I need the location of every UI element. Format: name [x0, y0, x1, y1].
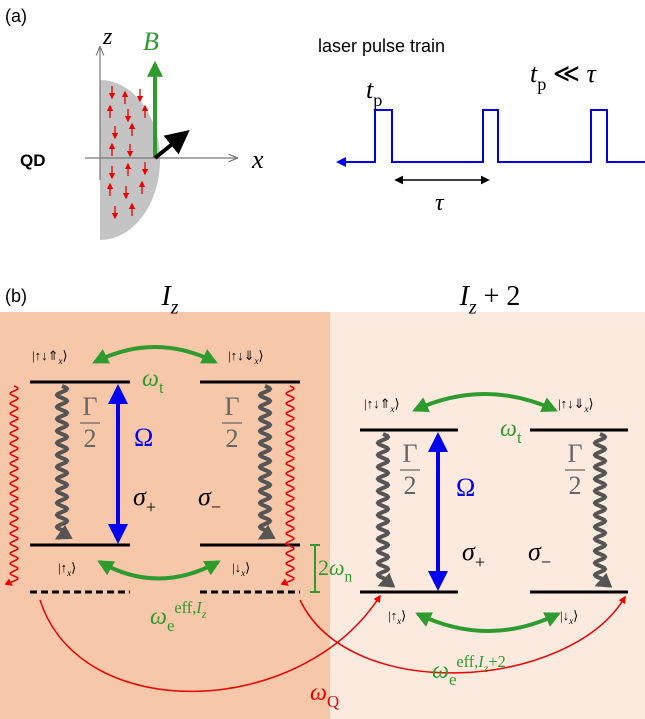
- period-label-symbol: τ: [435, 190, 445, 216]
- z-label: z: [102, 24, 113, 50]
- z-label-symbol: z: [102, 24, 113, 50]
- quantum-dot: [100, 80, 160, 240]
- tunneling-label-sub: t: [517, 428, 522, 447]
- pulse-train: [338, 110, 645, 162]
- zeeman-label-sup-sub: z: [201, 607, 207, 621]
- state-label-text: |↑: [388, 608, 397, 623]
- pulse-width-sub: p: [373, 90, 382, 110]
- state-label-text: |↓: [232, 560, 241, 575]
- quadrupolar-label-sub: Q: [327, 692, 339, 711]
- fraction-denominator: 2: [569, 471, 582, 500]
- rabi-label-text: Ω: [456, 473, 475, 502]
- zeeman-label-symbol: ω: [150, 604, 167, 630]
- b-label: B: [143, 27, 159, 56]
- tunneling-label-sub: t: [159, 378, 164, 397]
- quadrupolar-label-symbol: ω: [310, 680, 327, 706]
- state-label-close: ⟩: [589, 396, 594, 411]
- polarization-label-sub: +: [475, 552, 485, 572]
- polarization-label-sub: −: [541, 552, 551, 572]
- state-label-close: ⟩: [245, 560, 250, 575]
- b-label-symbol: B: [143, 27, 159, 56]
- level-set-title-tail: + 2: [477, 281, 521, 312]
- fraction-denominator: 2: [404, 471, 417, 500]
- panel-label: (a): [5, 6, 27, 26]
- pulse-condition-relation: ≪: [546, 59, 586, 88]
- state-label-text: |↑↓⇓: [228, 348, 255, 363]
- zeeman-label-sup: eff,: [456, 652, 478, 671]
- page: { "panel_a": { "label": "(a)", "z_axis":…: [0, 0, 645, 719]
- state-label-text: |↓: [560, 608, 569, 623]
- fraction-numerator: Γ: [82, 392, 97, 421]
- splitting-label-sub: n: [345, 569, 353, 586]
- state-label-text: |↑↓⇑: [32, 348, 59, 363]
- fraction-numerator: Γ: [567, 439, 582, 468]
- splitting-label-symbol: ω: [329, 555, 345, 580]
- state-label-close: ⟩: [573, 608, 578, 623]
- zeeman-label-symbol: ω: [432, 658, 449, 684]
- zeeman-label-sup: eff,: [174, 598, 196, 617]
- pulse-condition: tp ≪ τ: [530, 59, 598, 94]
- rabi-label-text: Ω: [134, 423, 153, 452]
- rabi-label: Ω: [134, 423, 153, 452]
- state-label-close: ⟩: [401, 608, 406, 623]
- state-label-close: ⟩: [259, 348, 264, 363]
- state-label-close: ⟩: [71, 560, 76, 575]
- tunneling-label-symbol: ω: [500, 416, 517, 442]
- fraction-denominator: 2: [84, 424, 97, 453]
- left-background: [0, 312, 330, 719]
- tunneling-label-symbol: ω: [142, 366, 159, 392]
- state-label-text: |↑↓⇑: [364, 396, 391, 411]
- state-label-text: |↑: [58, 560, 67, 575]
- polarization-label-sub: −: [211, 497, 221, 517]
- pulse-title: laser pulse train: [318, 36, 445, 56]
- pulse-width: tp: [366, 75, 382, 110]
- zeeman-label-sup-tail: +2: [488, 652, 505, 671]
- pulse-condition-rhs: τ: [587, 59, 598, 88]
- fraction-denominator: 2: [226, 424, 239, 453]
- zeeman-label-sub: e: [167, 616, 174, 635]
- splitting-label-text: 2: [318, 555, 329, 580]
- pulse-condition-sub: p: [537, 74, 546, 94]
- fraction-numerator: Γ: [224, 392, 239, 421]
- state-label-text: |↑↓⇓: [558, 396, 585, 411]
- x-label-symbol: x: [251, 145, 264, 174]
- rabi-label: Ω: [456, 473, 475, 502]
- period-label: τ: [435, 190, 445, 216]
- figure: (a) QD laser pulse train (b) zBxtptp ≪ τ…: [0, 0, 645, 719]
- fraction-numerator: Γ: [402, 439, 417, 468]
- polarization-label-sub: +: [146, 497, 156, 517]
- panel-label: (b): [5, 286, 27, 306]
- x-label: x: [251, 145, 264, 174]
- state-label-close: ⟩: [63, 348, 68, 363]
- spin-arrow: [155, 133, 186, 158]
- qd-label: QD: [20, 151, 46, 170]
- state-label-close: ⟩: [395, 396, 400, 411]
- zeeman-label-sub: e: [449, 670, 456, 689]
- level-set-title-sub-var: z: [170, 297, 179, 318]
